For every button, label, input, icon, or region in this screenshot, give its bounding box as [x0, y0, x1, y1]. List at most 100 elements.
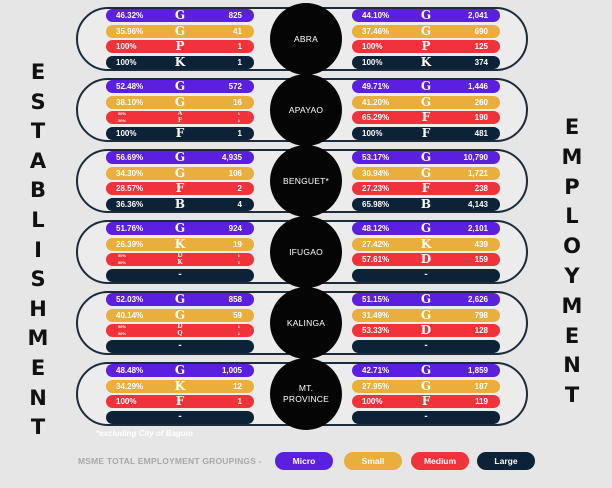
pct-label: 27.23%: [362, 184, 390, 193]
large-establishment-pill: 100% K 1: [106, 54, 254, 69]
province-label: KALINGA: [270, 287, 342, 359]
large-employment-pill: 100% F 481: [352, 126, 500, 140]
small-establishment-pill: 40.14% G 59: [106, 307, 254, 322]
count-value: 1: [237, 259, 240, 265]
industry-letter: D: [420, 252, 432, 266]
pct-label: 42.71%: [362, 366, 390, 375]
count-value: 1,446: [467, 82, 488, 91]
pct-label: 53.33%: [362, 326, 390, 335]
count-value: 481: [474, 128, 488, 138]
industry-letter: G: [174, 8, 186, 22]
count-value: 260: [474, 97, 488, 107]
legend-small: Small: [344, 452, 402, 470]
pct-label: 100%: [362, 397, 383, 406]
count-value: 1,859: [467, 366, 488, 375]
micro-employment-pill: 53.17% G 10,790: [352, 151, 500, 164]
industry-letter: G: [174, 94, 186, 109]
medium-establishment-pill: 28.57% F 2: [106, 182, 254, 195]
industry-letter: G: [420, 94, 432, 109]
industry-letter: K: [420, 236, 432, 251]
pct-label: 48.12%: [362, 224, 390, 233]
large-establishment-pill: 36.36% B 4: [106, 197, 254, 211]
industry-letter: G: [420, 79, 432, 93]
industry-letter: G: [174, 307, 186, 322]
pct-label: 27.95%: [362, 381, 390, 391]
pct-label: 38.10%: [116, 97, 144, 107]
pct-label: 100%: [116, 128, 137, 138]
industry-letter: F: [421, 110, 431, 124]
small-establishment-pill: 38.10% G 16: [106, 94, 254, 109]
large-employment-pill: -: [352, 268, 500, 282]
count-value: 4,935: [221, 153, 242, 162]
pct-label: 50%: [118, 259, 127, 265]
count-value: 690: [474, 26, 488, 36]
small-establishment-pill: 35.96% G 41: [106, 23, 254, 38]
pct-label: 65.98%: [362, 199, 390, 209]
micro-employment-pill: 48.12% G 2,101: [352, 222, 500, 235]
medium-employment-pill: 100% F 119: [352, 395, 500, 408]
industry-letter: G: [174, 292, 186, 306]
footnote: *excluding City of Baguio: [96, 429, 193, 438]
count-value: 1: [237, 128, 242, 138]
large-establishment-pill: -: [106, 268, 254, 282]
pct-label: 49.71%: [362, 82, 390, 91]
pct-label: 31.49%: [362, 310, 390, 320]
count-value: 572: [228, 82, 242, 91]
count-value: 2,041: [467, 11, 488, 20]
small-employment-pill: 27.95% G 187: [352, 378, 500, 393]
industry-letter: P: [421, 39, 431, 53]
count-value: 16: [233, 97, 242, 107]
industry-letter: G: [420, 307, 432, 322]
count-value: 159: [474, 255, 488, 264]
count-value: 19: [233, 239, 242, 249]
pct-label: 100%: [362, 128, 383, 138]
medium-establishment-pill: 100% F 1: [106, 395, 254, 408]
legend-title: MSME TOTAL EMPLOYMENT GROUPINGS -: [78, 456, 262, 466]
empty-dash: -: [178, 339, 182, 351]
empty-dash: -: [424, 410, 428, 422]
industry-letter: G: [420, 378, 432, 393]
pct-label: 100%: [116, 42, 137, 51]
empty-dash: -: [424, 268, 428, 280]
count-value: 119: [475, 397, 488, 406]
industry-letter: K: [420, 54, 432, 69]
count-value: 59: [233, 310, 242, 320]
small-employment-pill: 37.46% G 690: [352, 23, 500, 38]
count-value: 10,790: [463, 153, 488, 162]
count-value: 1: [237, 324, 240, 329]
industry-letter: G: [420, 23, 432, 38]
industry-letter: K: [174, 54, 186, 69]
industry-letter: F: [175, 394, 185, 408]
pct-label: 30.94%: [362, 168, 390, 178]
industry-letter: G: [174, 23, 186, 38]
count-value: 1: [237, 57, 242, 67]
industry-letter: F: [421, 394, 431, 408]
pct-label: 51.76%: [116, 224, 144, 233]
pct-label: 41.20%: [362, 97, 390, 107]
micro-employment-pill: 51.15% G 2,626: [352, 293, 500, 306]
micro-establishment-pill: 48.48% G 1,005: [106, 364, 254, 377]
pct-label: 37.46%: [362, 26, 390, 36]
industry-letter: G: [174, 363, 186, 377]
pct-label: 57.61%: [362, 255, 390, 264]
count-value: 1: [237, 117, 240, 123]
small-employment-pill: 30.94% G 1,721: [352, 166, 500, 180]
pct-label: 27.42%: [362, 239, 390, 249]
count-value: 924: [228, 224, 242, 233]
empty-dash: -: [178, 268, 182, 280]
pct-label: 65.29%: [362, 113, 390, 122]
medium-employment-pill: 27.23% F 238: [352, 182, 500, 195]
legend-micro: Micro: [275, 452, 333, 470]
micro-employment-pill: 42.71% G 1,859: [352, 364, 500, 377]
pct-label: 34.29%: [116, 381, 144, 391]
pct-label: 35.96%: [116, 26, 144, 36]
micro-establishment-pill: 52.48% G 572: [106, 80, 254, 93]
medium-employment-pill: 100% P 125: [352, 40, 500, 53]
industry-letter: G: [420, 363, 432, 377]
large-employment-pill: -: [352, 339, 500, 353]
count-value: 1: [237, 42, 242, 51]
count-value: 125: [474, 42, 488, 51]
industry-letter: G: [174, 79, 186, 93]
